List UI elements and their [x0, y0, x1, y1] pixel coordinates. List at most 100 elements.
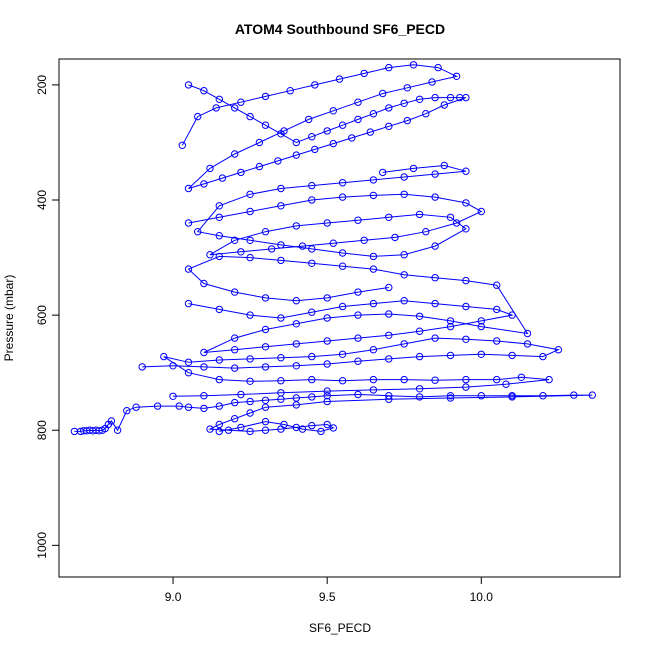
data-point [215, 356, 224, 364]
series-line [74, 393, 593, 432]
series-line [142, 337, 561, 397]
data-point [169, 392, 177, 400]
data-point [308, 181, 316, 190]
data-point [231, 150, 239, 158]
data-point [415, 95, 424, 104]
data-point [184, 81, 193, 89]
data-point [215, 305, 224, 314]
data-point [462, 383, 470, 391]
data-point [246, 207, 254, 216]
data-point [169, 362, 177, 370]
data-point [224, 426, 233, 434]
data-point [385, 355, 393, 363]
data-point [132, 403, 140, 411]
data-point [277, 377, 285, 385]
data-point [462, 276, 470, 285]
data-point [311, 81, 319, 89]
data-point [200, 348, 208, 357]
data-point [308, 259, 316, 267]
data-point [462, 375, 470, 384]
data-point [308, 308, 316, 316]
data-point [415, 210, 424, 219]
data-point [277, 389, 285, 397]
data-point [255, 162, 264, 171]
data-point [292, 222, 300, 230]
data-point [237, 168, 245, 177]
data-point [385, 392, 393, 400]
data-point [462, 225, 470, 233]
data-point [354, 115, 362, 124]
data-point [409, 61, 418, 69]
data-point [178, 141, 187, 150]
data-point [385, 283, 393, 292]
data-point [493, 281, 501, 289]
data-point [194, 112, 202, 121]
series-line [181, 64, 467, 189]
data-point [323, 387, 331, 395]
data-point [308, 352, 316, 361]
data-point [268, 245, 276, 253]
data-point [400, 340, 408, 348]
data-point [323, 314, 331, 322]
data-point [261, 403, 270, 411]
data-point [277, 354, 285, 362]
y-axis: 200 400 600 800 1000 [35, 75, 59, 559]
data-point [385, 122, 393, 131]
data-point [212, 104, 220, 112]
y-tick-label: 800 [35, 420, 49, 440]
data-point [246, 236, 254, 245]
data-point [206, 425, 214, 433]
data-point [477, 392, 485, 400]
data-point [400, 271, 408, 279]
data-point [338, 262, 347, 270]
data-point [323, 337, 331, 345]
data-point [554, 346, 563, 354]
data-point [385, 63, 393, 72]
data-point [508, 311, 516, 319]
data-point [215, 232, 224, 240]
data-point [215, 213, 224, 222]
data-point [308, 421, 316, 430]
data-point [446, 392, 455, 400]
data-point [338, 179, 347, 187]
data-point [570, 391, 578, 399]
data-point [385, 104, 393, 112]
data-point [446, 351, 455, 360]
data-point [184, 358, 193, 366]
data-point [477, 317, 485, 325]
data-point [400, 251, 408, 259]
data-point [446, 322, 455, 331]
data-point [292, 320, 300, 328]
data-point [261, 325, 270, 334]
data-point [218, 174, 227, 182]
data-point [502, 380, 510, 388]
data-point [403, 116, 411, 125]
data-point [160, 352, 168, 361]
data-point [431, 334, 439, 342]
data-point [422, 228, 430, 236]
data-point [138, 363, 146, 371]
data-point [215, 202, 224, 210]
data-point [292, 362, 300, 370]
data-point [338, 249, 347, 257]
data-point [286, 87, 294, 95]
x-axis: 9.0 9.5 10.0 [165, 576, 493, 604]
data-point [354, 288, 362, 296]
data-point [415, 312, 424, 320]
data-point [508, 393, 516, 401]
data-point [403, 84, 411, 92]
data-layer [70, 61, 596, 436]
data-point [415, 352, 424, 361]
series-line [187, 255, 529, 353]
data-point [231, 415, 239, 423]
data-point [200, 87, 208, 95]
data-point [348, 134, 356, 142]
data-point [206, 164, 214, 173]
data-point [184, 403, 193, 411]
data-point [446, 394, 455, 402]
y-axis-label: Pressure (mbar) [2, 275, 16, 362]
data-point [231, 398, 239, 407]
data-point [200, 180, 208, 188]
data-point [280, 420, 288, 429]
